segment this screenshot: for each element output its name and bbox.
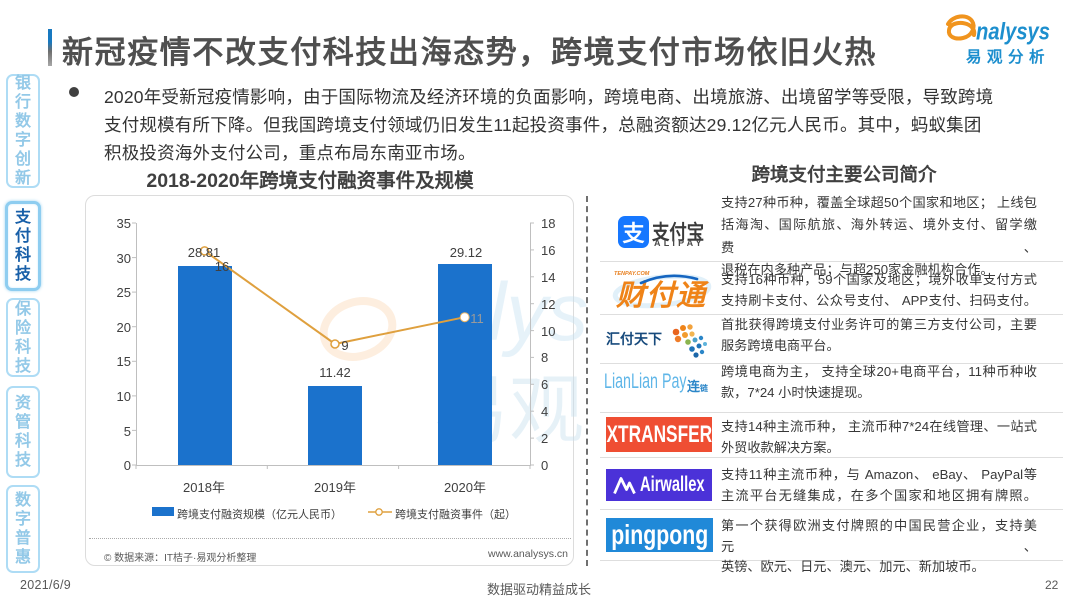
svg-text:易观分析: 易观分析 — [966, 47, 1050, 66]
svg-text:财付通: 财付通 — [615, 280, 709, 310]
svg-text:nalysys: nalysys — [976, 19, 1050, 46]
svg-text:TENPAY.COM: TENPAY.COM — [614, 271, 650, 277]
